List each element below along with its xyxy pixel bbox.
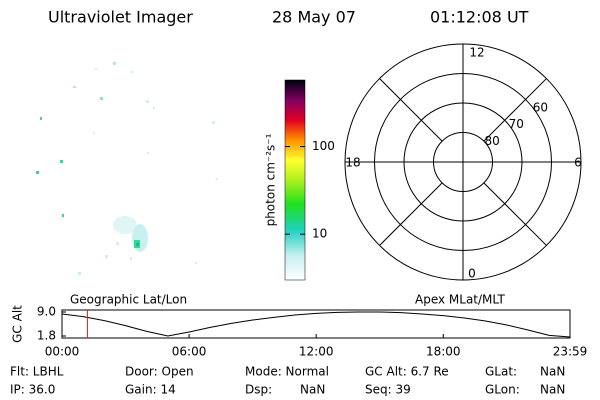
footer-field: GLat: xyxy=(485,365,517,379)
image-pixels xyxy=(36,62,218,275)
lat-ring xyxy=(403,102,523,222)
lat-ring xyxy=(433,132,493,192)
timeline-frame xyxy=(61,309,571,339)
footer-field: Flt: LBHL xyxy=(10,365,64,379)
time: 01:12:08 UT xyxy=(430,8,529,27)
x-tick-label: 00:00 xyxy=(45,345,80,359)
y-axis-label: GC Alt xyxy=(11,305,25,343)
footer-field: Seq: 39 xyxy=(365,383,411,397)
x-tick-label: 12:00 xyxy=(299,345,334,359)
footer-field: Door: Open xyxy=(125,365,194,379)
colorbar-label: photon cm⁻²s⁻¹ xyxy=(264,133,278,226)
lat-ring xyxy=(374,73,552,251)
footer-field: NaN xyxy=(540,383,565,397)
mlt-label: 6 xyxy=(574,156,582,170)
footer-field: Gain: 14 xyxy=(125,383,176,397)
instrument: Ultraviolet Imager xyxy=(48,8,193,27)
footer-field: GLon: xyxy=(485,383,520,397)
x-tick-label: 06:00 xyxy=(172,345,207,359)
colorbar xyxy=(284,79,306,281)
mlt-label: 0 xyxy=(468,267,476,281)
colorbar-tick-label: 100 xyxy=(312,139,335,153)
lat-label: 80 xyxy=(484,134,499,148)
polar-diagonal xyxy=(483,182,547,246)
y-tick-label: 9.0 xyxy=(37,305,56,319)
y-tick-label: 1.8 xyxy=(37,329,56,343)
x-tick-label: 23:59 xyxy=(553,345,588,359)
footer-field: IP: 36.0 xyxy=(10,383,55,397)
footer-field: Dsp: xyxy=(245,383,272,397)
mlt-label: 18 xyxy=(345,156,360,170)
date: 28 May 07 xyxy=(272,8,356,27)
polar-diagonal xyxy=(379,182,443,246)
polar-diagonal xyxy=(483,78,547,142)
x-tick-label: 18:00 xyxy=(426,345,461,359)
timeline-right-label: Apex MLat/MLT xyxy=(415,293,505,307)
lat-label: 60 xyxy=(533,100,548,114)
lat-label: 70 xyxy=(509,117,524,131)
footer-field: NaN xyxy=(300,383,325,397)
altitude-line xyxy=(61,311,571,338)
colorbar-tick-label: 10 xyxy=(312,227,327,241)
mlt-label: 12 xyxy=(469,46,484,60)
timeline-left-label: Geographic Lat/Lon xyxy=(70,293,187,307)
footer-field: NaN xyxy=(540,365,565,379)
footer-field: Mode: Normal xyxy=(245,365,329,379)
polar-diagonal xyxy=(379,78,443,142)
footer-field: GC Alt: 6.7 Re xyxy=(365,365,449,379)
